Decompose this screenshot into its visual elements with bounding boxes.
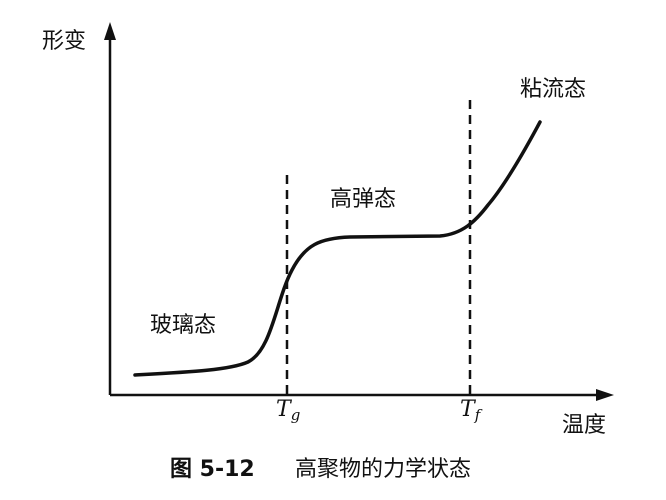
x-arrow xyxy=(596,389,614,401)
tg-label: Tg xyxy=(276,397,300,424)
tf-label: Tf xyxy=(460,397,483,424)
marker-subscript: f xyxy=(474,406,483,424)
caption-number: 图 5-12 xyxy=(170,457,255,482)
region-label: 高弹态 xyxy=(330,187,396,212)
y-axis-label: 形变 xyxy=(42,29,86,54)
marker-subscript: g xyxy=(291,406,301,424)
region-label: 玻璃态 xyxy=(150,313,216,338)
deformation-curve xyxy=(133,120,542,377)
x-axis-label: 温度 xyxy=(562,413,606,438)
y-arrow xyxy=(104,22,116,40)
region-label: 粘流态 xyxy=(520,77,586,102)
marker-symbol: T xyxy=(460,397,477,422)
marker-symbol: T xyxy=(276,397,293,422)
caption-title: 高聚物的力学状态 xyxy=(295,457,471,482)
